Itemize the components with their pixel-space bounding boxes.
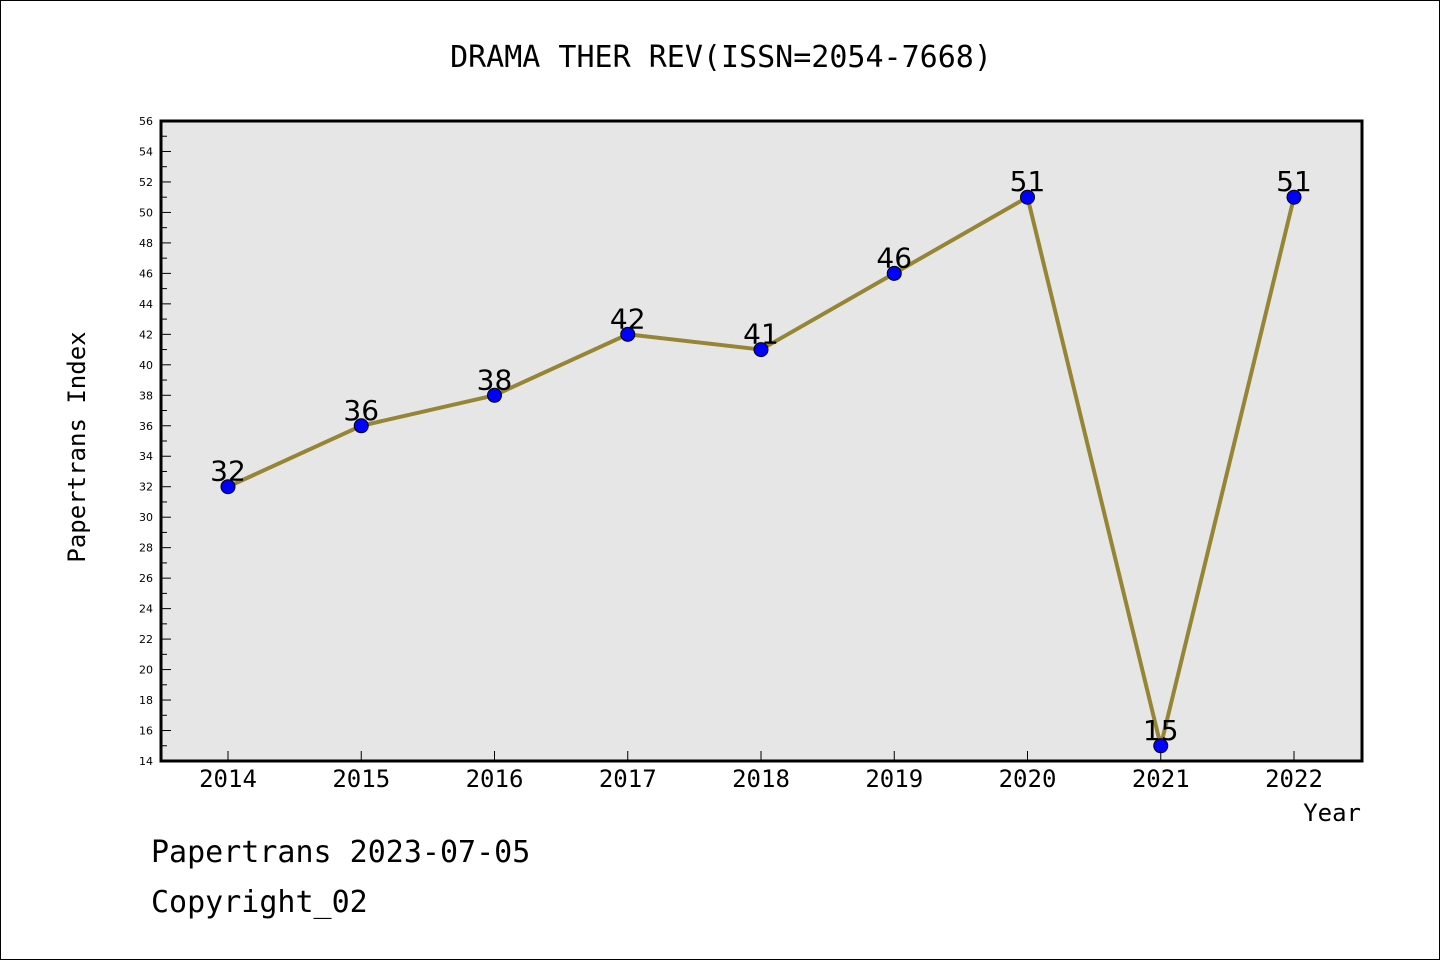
y-tick-label: 16 [139, 725, 153, 738]
y-tick-label: 38 [139, 389, 153, 402]
y-tick-label: 52 [139, 176, 153, 189]
y-tick-label: 18 [139, 694, 153, 707]
x-tick-label: 2014 [199, 765, 257, 793]
data-point [220, 479, 236, 495]
y-tick-label: 40 [139, 359, 153, 372]
data-label: 46 [876, 241, 912, 274]
data-label: 38 [477, 363, 513, 396]
data-label: 42 [610, 302, 646, 335]
data-labels: 32 36 38 42 41 46 51 15 51 [210, 165, 1312, 747]
footer-date: Papertrans 2023-07-05 [151, 835, 531, 870]
data-point [886, 265, 902, 281]
footer-copyright: Copyright_02 [151, 885, 368, 920]
data-point [353, 418, 369, 434]
x-tick-label: 2016 [466, 765, 524, 793]
y-tick-label: 46 [139, 267, 153, 280]
data-label: 51 [1276, 165, 1312, 198]
x-tick-label: 2020 [999, 765, 1057, 793]
data-label: 36 [343, 394, 379, 427]
y-tick-label: 24 [139, 603, 153, 616]
y-axis-label: Papertrans Index [63, 331, 91, 562]
y-tick-label: 50 [139, 206, 153, 219]
data-label: 32 [210, 455, 246, 488]
data-label: 51 [1010, 165, 1046, 198]
y-tick-label: 32 [139, 481, 153, 494]
x-tick-label: 2022 [1265, 765, 1323, 793]
x-tick-label: 2019 [865, 765, 923, 793]
data-point [753, 342, 769, 358]
y-tick-label: 30 [139, 511, 153, 524]
series-index [220, 189, 1302, 754]
y-axis-ticks: 14 16 18 20 22 24 26 28 30 32 34 36 38 40 42 44 46 48 50 52… [139, 115, 171, 768]
y-tick-label: 56 [139, 115, 153, 128]
x-axis-ticks: 2014 2015 2016 2017 2018 2019 2020 2021 2022 [199, 751, 1323, 793]
x-tick-label: 2017 [599, 765, 657, 793]
y-tick-label: 26 [139, 572, 153, 585]
data-label: 15 [1143, 714, 1179, 747]
y-tick-label: 28 [139, 542, 153, 555]
x-tick-label: 2021 [1132, 765, 1190, 793]
data-point [1020, 189, 1035, 205]
y-tick-label: 48 [139, 237, 153, 250]
chart-title: DRAMA THER REV(ISSN=2054-7668) [450, 40, 992, 75]
data-point [1286, 189, 1302, 205]
data-point [487, 387, 502, 403]
data-point [1153, 738, 1169, 754]
y-tick-label: 22 [139, 633, 153, 646]
y-tick-label: 44 [139, 298, 153, 311]
y-tick-label: 20 [139, 664, 153, 677]
x-tick-label: 2018 [732, 765, 790, 793]
plot-area [159, 119, 1364, 763]
x-tick-label: 2015 [332, 765, 390, 793]
y-tick-label: 42 [139, 328, 153, 341]
y-tick-label: 54 [139, 145, 153, 158]
y-tick-label: 14 [139, 755, 153, 768]
y-tick-label: 34 [139, 450, 153, 463]
y-tick-label: 36 [139, 420, 153, 433]
x-axis-label: Year [1303, 799, 1361, 827]
data-label: 41 [743, 318, 779, 351]
data-point [620, 326, 636, 342]
